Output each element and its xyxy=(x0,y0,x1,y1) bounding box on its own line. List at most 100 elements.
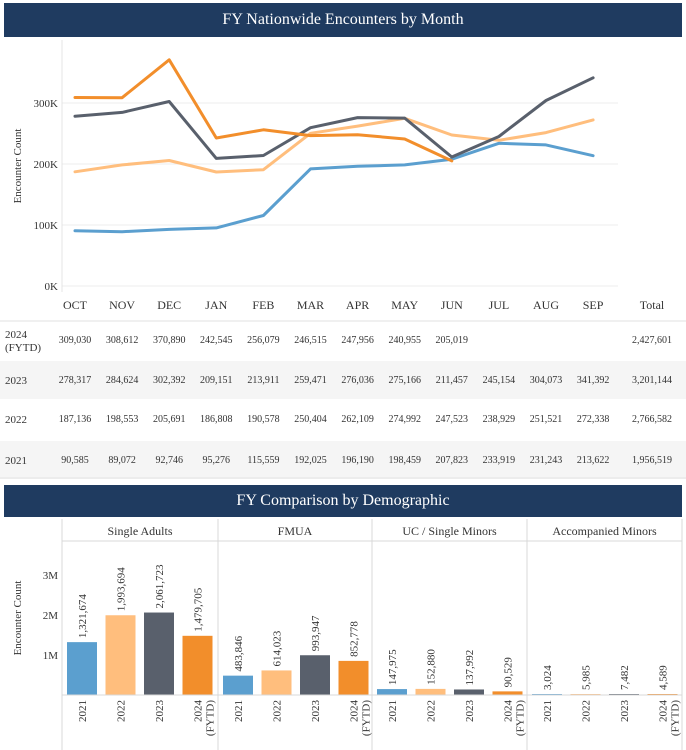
line-chart-title: FY Nationwide Encounters by Month xyxy=(4,3,682,37)
table-cell: 274,992 xyxy=(388,414,421,425)
series-line xyxy=(73,58,454,163)
bar-category-label-sub: (FYTD) xyxy=(205,700,217,736)
table-cell: 308,612 xyxy=(106,335,139,346)
table-cell: 89,072 xyxy=(108,455,136,466)
row-label: 2022 xyxy=(5,414,27,426)
month-header: AUG xyxy=(533,298,559,312)
table-cell: 309,030 xyxy=(59,335,92,346)
bar-value-label: 5,985 xyxy=(581,665,593,690)
table-cell: 256,079 xyxy=(247,335,280,346)
table-cell: 186,808 xyxy=(200,414,233,425)
y-axis-title: Encounter Count xyxy=(12,129,24,204)
bar-y-tick-label: 2M xyxy=(43,610,59,622)
bar-y-axis-title: Encounter Count xyxy=(12,581,24,656)
month-header: JUN xyxy=(441,298,463,312)
table-cell: 304,073 xyxy=(530,375,563,386)
table-cell: 240,955 xyxy=(388,335,421,346)
table-cell: 247,956 xyxy=(341,335,374,346)
bar-category-label: 2023 xyxy=(310,700,322,723)
bar-value-label: 852,778 xyxy=(349,621,361,657)
bar-category-label: 2024 xyxy=(503,700,515,723)
table-cell: 247,523 xyxy=(436,414,469,425)
row-label: 2024 xyxy=(5,329,28,341)
bar-value-label: 137,992 xyxy=(464,650,476,686)
series-line xyxy=(73,76,595,160)
month-header: APR xyxy=(346,298,369,312)
bar-category-label: 2022 xyxy=(116,700,128,722)
table-cell: 246,515 xyxy=(294,335,327,346)
group-header: FMUA xyxy=(278,524,313,538)
bar-category-label: 2023 xyxy=(619,700,631,723)
bar xyxy=(492,691,523,695)
month-header: FEB xyxy=(252,298,274,312)
y-tick-label: 200K xyxy=(34,159,59,171)
table-cell: 275,166 xyxy=(388,375,421,386)
bar-category-label: 2021 xyxy=(542,700,554,722)
bar-category-label: 2021 xyxy=(77,700,89,722)
table-cell: 198,553 xyxy=(106,414,139,425)
group-header: Accompanied Minors xyxy=(552,524,657,538)
bar-category-label-sub: (FYTD) xyxy=(670,700,682,736)
group-header: UC / Single Minors xyxy=(402,524,497,538)
table-cell: 187,136 xyxy=(59,414,92,425)
bar-value-label: 1,479,705 xyxy=(193,587,205,632)
bar-value-label: 4,589 xyxy=(658,665,670,690)
bar-category-label: 2024 xyxy=(193,700,205,723)
table-cell: 207,823 xyxy=(436,455,469,466)
table-cell: 242,545 xyxy=(200,335,233,346)
bar-value-label: 1,993,694 xyxy=(116,567,128,612)
table-cell: 250,404 xyxy=(294,414,327,425)
row-label: 2023 xyxy=(5,375,28,387)
series-line xyxy=(73,141,595,234)
table-cell: 196,190 xyxy=(341,455,374,466)
table-cell: 198,459 xyxy=(388,455,421,466)
table-cell: 262,109 xyxy=(341,414,374,425)
bar-category-label: 2021 xyxy=(387,700,399,722)
table-cell: 92,746 xyxy=(155,455,183,466)
table-cell: 272,338 xyxy=(577,414,610,425)
bar-value-label: 2,061,723 xyxy=(154,564,166,609)
table-cell: 213,622 xyxy=(577,455,610,466)
table-cell: 192,025 xyxy=(294,455,327,466)
y-tick-label: 300K xyxy=(34,98,59,110)
bar-category-label: 2022 xyxy=(581,700,593,722)
table-cell: 245,154 xyxy=(483,375,516,386)
row-total-cell: 2,766,582 xyxy=(632,414,672,425)
table-cell: 259,471 xyxy=(294,375,327,386)
bar-category-label: 2022 xyxy=(272,700,284,722)
series-line xyxy=(73,116,595,174)
month-header: MAR xyxy=(297,298,324,312)
bar xyxy=(67,642,97,695)
row-label-sub: (FYTD) xyxy=(5,342,41,354)
month-header: MAY xyxy=(391,298,418,312)
bar-value-label: 483,846 xyxy=(233,635,245,671)
bar-y-tick-label: 3M xyxy=(43,570,59,582)
table-cell: 205,691 xyxy=(153,414,186,425)
table-cell: 233,919 xyxy=(483,455,516,466)
bar-category-label: 2023 xyxy=(154,700,166,723)
bar-category-label: 2022 xyxy=(426,700,438,722)
bar-value-label: 614,023 xyxy=(272,630,284,666)
row-label: 2021 xyxy=(5,455,27,467)
bar-value-label: 3,024 xyxy=(542,665,554,690)
bar-category-label-sub: (FYTD) xyxy=(515,700,527,736)
bar-value-label: 90,529 xyxy=(503,657,515,688)
table-cell: 370,890 xyxy=(153,335,186,346)
table-cell: 190,578 xyxy=(247,414,280,425)
bar xyxy=(300,655,330,695)
month-header: NOV xyxy=(109,298,135,312)
table-cell: 95,276 xyxy=(203,455,231,466)
bar-value-label: 993,947 xyxy=(310,615,322,651)
month-header: SEP xyxy=(583,298,604,312)
table-cell: 211,457 xyxy=(436,375,468,386)
month-header: DEC xyxy=(157,298,181,312)
row-total-cell: 1,956,519 xyxy=(632,455,672,466)
bar xyxy=(144,612,174,695)
table-cell: 213,911 xyxy=(247,375,279,386)
table-cell: 278,317 xyxy=(59,375,92,386)
bar-value-label: 152,880 xyxy=(426,649,438,685)
row-total-cell: 3,201,144 xyxy=(632,375,672,386)
bar xyxy=(377,689,407,695)
table-cell: 115,559 xyxy=(247,455,279,466)
